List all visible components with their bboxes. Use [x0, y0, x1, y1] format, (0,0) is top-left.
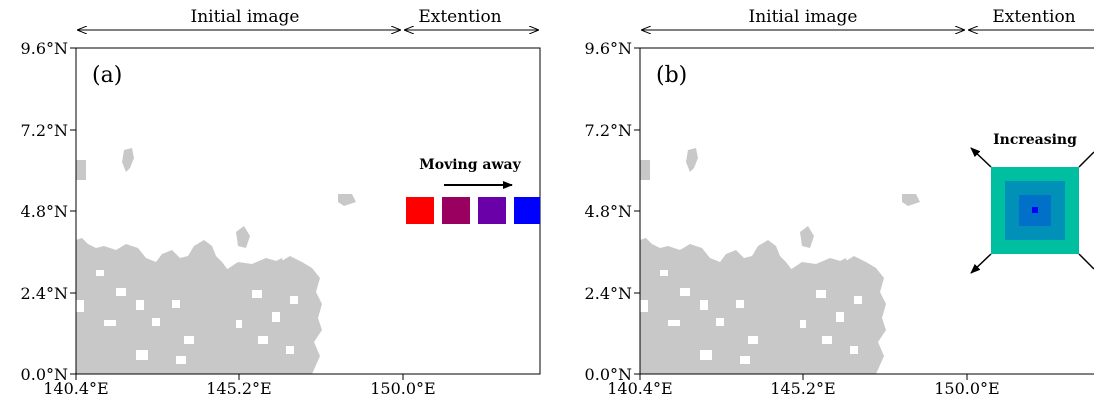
- y-axis: 9.6°N 7.2°N 4.8°N 2.4°N 0.0°N: [585, 39, 640, 384]
- moving-square-1: [406, 197, 434, 224]
- moving-square-4: [514, 197, 540, 224]
- panel-label: (b): [656, 63, 687, 88]
- initial-image-label: Initial image: [191, 7, 300, 27]
- panel-label: (a): [92, 63, 122, 88]
- extension-label: Extention: [418, 7, 501, 27]
- y-tick-label: 0.0°N: [21, 365, 68, 384]
- expand-arrow-se: [1078, 253, 1094, 270]
- y-tick-label: 7.2°N: [585, 121, 632, 140]
- panel-b: Initial image Extention (b) 9.6°N 7.2°N …: [585, 7, 1094, 398]
- expand-arrow-nw: [970, 147, 992, 168]
- map-area: [640, 148, 920, 374]
- expand-arrow-ne: [1078, 151, 1094, 168]
- y-tick-label: 2.4°N: [21, 284, 68, 303]
- panel-a: Initial image Extention (a) 9.6°N 7.2°N …: [21, 7, 541, 398]
- land-mass: [640, 148, 920, 374]
- nested-square-center: [1032, 207, 1038, 213]
- map-area: [76, 148, 356, 374]
- y-tick-label: 2.4°N: [585, 284, 632, 303]
- x-tick-label: 145.2°E: [206, 379, 271, 398]
- x-tick-label: 145.2°E: [770, 379, 835, 398]
- expand-arrow-sw: [970, 253, 992, 274]
- y-tick-label: 0.0°N: [585, 365, 632, 384]
- x-tick-label: 150.0°E: [370, 379, 435, 398]
- moving-square-3: [478, 197, 506, 224]
- y-tick-label: 9.6°N: [585, 39, 632, 58]
- extension-label: Extention: [992, 7, 1075, 27]
- moving-away-label: Moving away: [419, 157, 521, 173]
- y-tick-label: 4.8°N: [585, 202, 632, 221]
- y-axis: 9.6°N 7.2°N 4.8°N 2.4°N 0.0°N: [21, 39, 76, 384]
- y-tick-label: 7.2°N: [21, 121, 68, 140]
- increasing-label: Increasing: [993, 132, 1077, 148]
- y-tick-label: 9.6°N: [21, 39, 68, 58]
- x-tick-label: 140.4°E: [607, 379, 672, 398]
- x-axis: 140.4°E 145.2°E 150.0°E: [607, 374, 1000, 398]
- initial-image-label: Initial image: [749, 7, 858, 27]
- x-tick-label: 140.4°E: [43, 379, 108, 398]
- x-axis: 140.4°E 145.2°E 150.0°E: [43, 374, 436, 398]
- moving-square-2: [442, 197, 470, 224]
- land-mass: [76, 148, 356, 374]
- y-tick-label: 4.8°N: [21, 202, 68, 221]
- x-tick-label: 150.0°E: [934, 379, 999, 398]
